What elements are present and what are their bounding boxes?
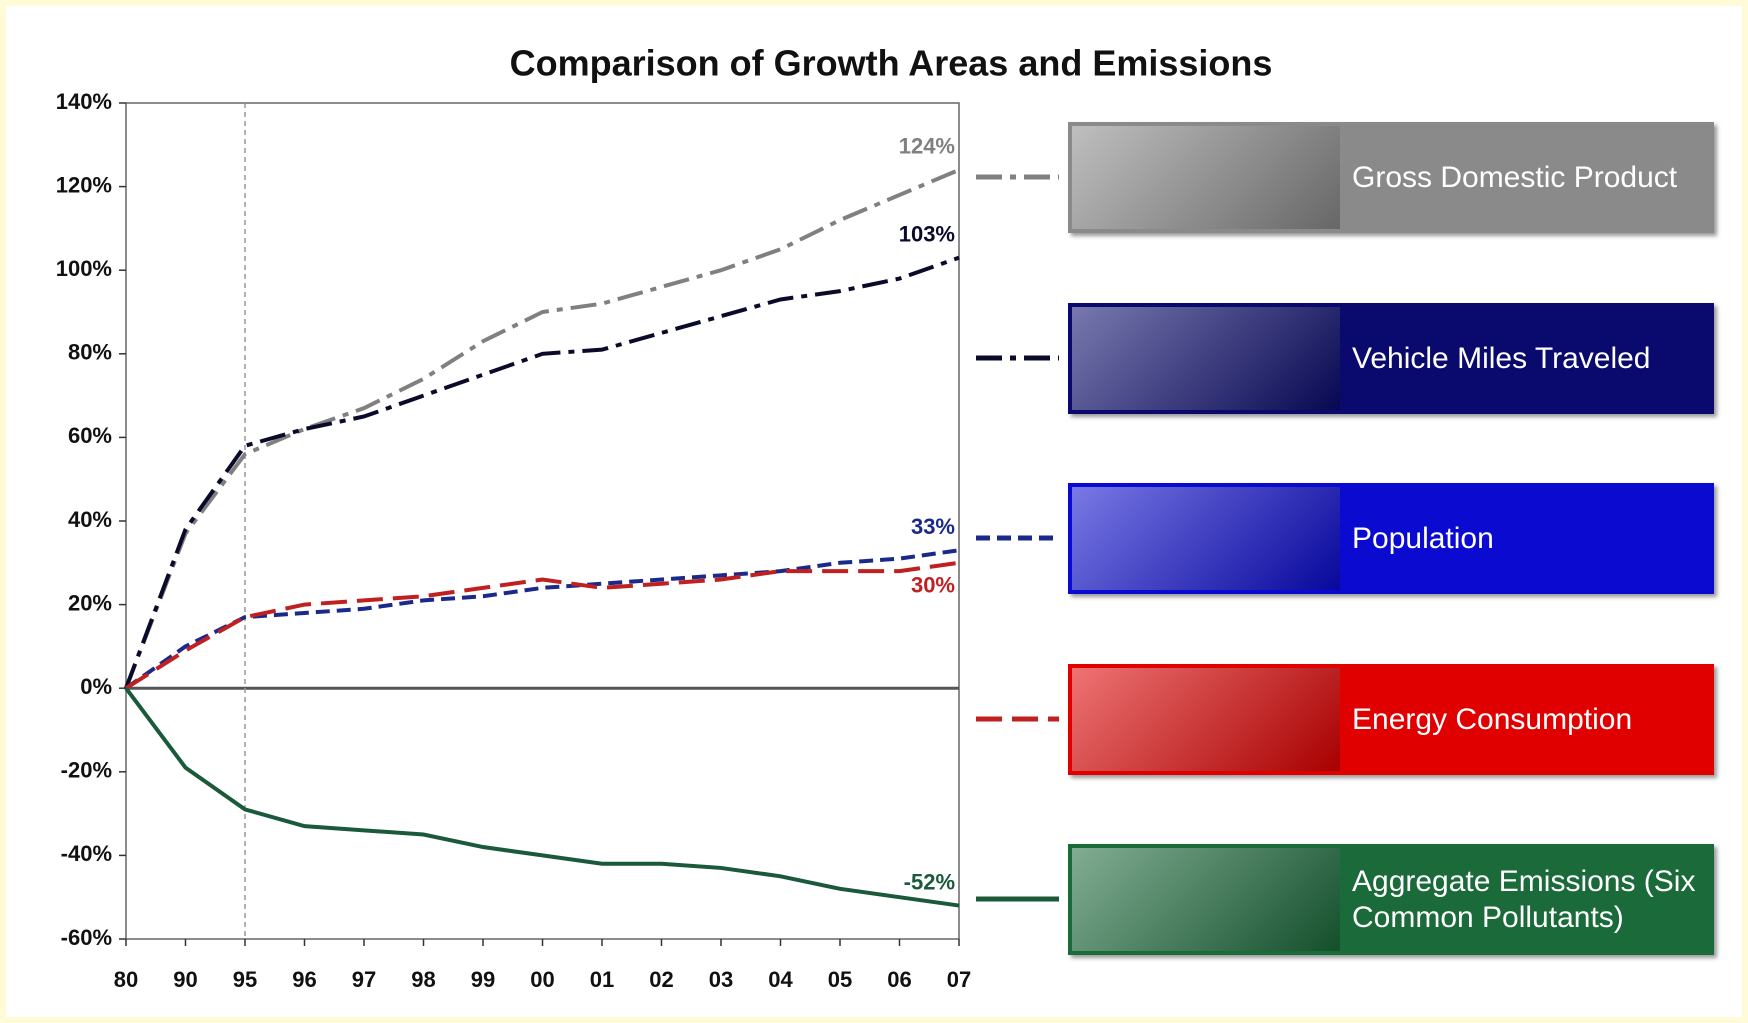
x-tick-label: 02 bbox=[649, 967, 673, 992]
y-tick-label: 60% bbox=[68, 423, 112, 448]
x-tick-label: 96 bbox=[292, 967, 316, 992]
value-label: 124% bbox=[899, 134, 955, 159]
legend-photo bbox=[1072, 126, 1340, 229]
x-tick-label: 06 bbox=[887, 967, 911, 992]
y-tick-label: 100% bbox=[56, 256, 112, 281]
x-tick-label: 00 bbox=[530, 967, 554, 992]
value-label: 33% bbox=[911, 514, 955, 539]
legend-item: Energy Consumption bbox=[1068, 664, 1714, 775]
legend-label: Energy Consumption bbox=[1352, 702, 1633, 736]
legend-photo bbox=[1072, 487, 1340, 590]
legend-item: Gross Domestic Product bbox=[1068, 122, 1714, 233]
page: Comparison of Growth Areas and Emissions… bbox=[6, 6, 1742, 1017]
y-tick-label: -60% bbox=[61, 925, 112, 950]
plot-frame bbox=[125, 102, 960, 940]
y-tick-label: -40% bbox=[61, 841, 112, 866]
value-label: -52% bbox=[904, 869, 955, 894]
x-tick-label: 90 bbox=[173, 967, 197, 992]
legend-label: Population bbox=[1352, 521, 1494, 555]
y-tick-label: 80% bbox=[68, 340, 112, 365]
legend-item: Vehicle Miles Traveled bbox=[1068, 303, 1714, 414]
x-tick-label: 04 bbox=[768, 967, 793, 992]
x-tick-label: 95 bbox=[233, 967, 257, 992]
series-line bbox=[124, 168, 960, 689]
x-tick-label: 05 bbox=[828, 967, 852, 992]
series-line bbox=[124, 560, 960, 690]
x-tick-label: 01 bbox=[590, 967, 614, 992]
legend-photo bbox=[1072, 668, 1340, 771]
x-tick-label: 97 bbox=[352, 967, 376, 992]
legend-item: Aggregate Emissions (Six Common Pollutan… bbox=[1068, 844, 1714, 955]
legend-item: Population bbox=[1068, 483, 1714, 594]
y-tick-label: -20% bbox=[61, 758, 112, 783]
legend-label: Vehicle Miles Traveled bbox=[1352, 341, 1651, 375]
series-line bbox=[124, 687, 960, 908]
y-tick-label: 0% bbox=[80, 674, 112, 699]
legend-label: Gross Domestic Product bbox=[1352, 160, 1678, 194]
y-tick-label: 120% bbox=[56, 172, 112, 197]
legend-photo bbox=[1072, 307, 1340, 410]
series-line bbox=[124, 255, 960, 689]
legend-photo bbox=[1072, 848, 1340, 951]
x-tick-label: 03 bbox=[709, 967, 733, 992]
x-tick-label: 07 bbox=[947, 967, 971, 992]
y-tick-label: 20% bbox=[68, 590, 112, 615]
series-line bbox=[124, 548, 960, 690]
y-tick-label: 40% bbox=[68, 507, 112, 532]
legend-label: Aggregate Emissions (Six Common Pollutan… bbox=[1352, 864, 1696, 934]
value-label: 30% bbox=[911, 573, 955, 598]
chart-title: Comparison of Growth Areas and Emissions bbox=[510, 43, 1273, 84]
value-label: 103% bbox=[899, 221, 955, 246]
x-tick-label: 99 bbox=[471, 967, 495, 992]
x-tick-label: 80 bbox=[114, 967, 138, 992]
x-tick-label: 98 bbox=[411, 967, 435, 992]
y-tick-label: 140% bbox=[56, 89, 112, 114]
chart: Comparison of Growth Areas and Emissions… bbox=[56, 43, 1273, 992]
